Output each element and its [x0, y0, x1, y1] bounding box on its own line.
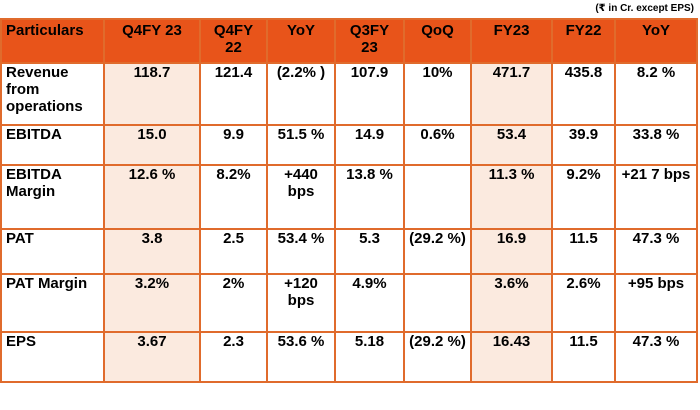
table-row: EPS 3.67 2.3 53.6 % 5.18 (29.2 %) 16.43 11.5 47.… — [0, 331, 698, 383]
table-cell: 5.3 — [334, 228, 405, 275]
table-row: Revenue from operations 118.7 121.4 (2.2% )… — [0, 62, 698, 126]
column-header: YoY — [266, 18, 336, 64]
table-cell: 11.3 % — [470, 164, 553, 230]
column-header: Particulars — [0, 18, 105, 64]
table-cell: 53.4 — [470, 124, 553, 166]
table-cell: (2.2% ) — [266, 62, 336, 126]
table-cell: 13.8 % — [334, 164, 405, 230]
row-label: EPS — [0, 331, 105, 383]
column-header: FY23 — [470, 18, 553, 64]
row-label: PAT Margin — [0, 273, 105, 333]
table-cell: 8.2 % — [614, 62, 698, 126]
table-cell: 11.5 — [551, 331, 616, 383]
column-header: FY22 — [551, 18, 616, 64]
table-cell: 11.5 — [551, 228, 616, 275]
table-cell: 107.9 — [334, 62, 405, 126]
table-cell: 2.6% — [551, 273, 616, 333]
table-cell: +440 bps — [266, 164, 336, 230]
table-cell: 9.9 — [199, 124, 268, 166]
table-cell: 3.8 — [103, 228, 201, 275]
table-cell: 51.5 % — [266, 124, 336, 166]
row-label: Revenue from operations — [0, 62, 105, 126]
table-cell: 14.9 — [334, 124, 405, 166]
column-header: Q4FY 23 — [103, 18, 201, 64]
table-cell: 39.9 — [551, 124, 616, 166]
table-cell: (29.2 %) — [403, 331, 472, 383]
table-cell — [403, 273, 472, 333]
table-cell: 47.3 % — [614, 331, 698, 383]
table-cell: 2.5 — [199, 228, 268, 275]
table-row: PAT 3.8 2.5 53.4 % 5.3 (29.2 %) 16.9 11.5 47.3 % — [0, 228, 698, 275]
column-header: YoY — [614, 18, 698, 64]
table-cell: +95 bps — [614, 273, 698, 333]
table-cell: 9.2% — [551, 164, 616, 230]
table-cell: 8.2% — [199, 164, 268, 230]
table-cell: +21 7 bps — [614, 164, 698, 230]
table-cell: 12.6 % — [103, 164, 201, 230]
table-cell: 0.6% — [403, 124, 472, 166]
column-header: Q3FY 23 — [334, 18, 405, 64]
table-cell: 3.67 — [103, 331, 201, 383]
table-cell: 53.4 % — [266, 228, 336, 275]
table-cell: 10% — [403, 62, 472, 126]
table-cell: 2% — [199, 273, 268, 333]
table-cell: 4.9% — [334, 273, 405, 333]
table-cell: 15.0 — [103, 124, 201, 166]
header-row: Particulars Q4FY 23 Q4FY 22 YoY Q3FY 23 QoQ FY… — [0, 18, 698, 64]
financial-results-table: Particulars Q4FY 23 Q4FY 22 YoY Q3FY 23 QoQ FY… — [0, 18, 698, 383]
table-cell: 5.18 — [334, 331, 405, 383]
table-cell: 435.8 — [551, 62, 616, 126]
row-label: EBITDA Margin — [0, 164, 105, 230]
table-cell: 3.2% — [103, 273, 201, 333]
column-header: Q4FY 22 — [199, 18, 268, 64]
table-cell: +120 bps — [266, 273, 336, 333]
row-label: EBITDA — [0, 124, 105, 166]
table-cell: 53.6 % — [266, 331, 336, 383]
table-cell: 33.8 % — [614, 124, 698, 166]
table-row: EBITDA Margin 12.6 % 8.2% +440 bps 13.8 % 11.… — [0, 164, 698, 230]
table-cell: 121.4 — [199, 62, 268, 126]
table-cell: 47.3 % — [614, 228, 698, 275]
row-label: PAT — [0, 228, 105, 275]
table-cell: 471.7 — [470, 62, 553, 126]
column-header: QoQ — [403, 18, 472, 64]
table-cell: 3.6% — [470, 273, 553, 333]
table-cell: 16.43 — [470, 331, 553, 383]
table-cell: 118.7 — [103, 62, 201, 126]
table-row: PAT Margin 3.2% 2% +120 bps 4.9% 3.6% 2.6% +95 … — [0, 273, 698, 333]
table-row: EBITDA 15.0 9.9 51.5 % 14.9 0.6% 53.4 39.9 33.8 … — [0, 124, 698, 166]
table-cell: (29.2 %) — [403, 228, 472, 275]
table-cell: 2.3 — [199, 331, 268, 383]
table-cell — [403, 164, 472, 230]
units-note: (₹ in Cr. except EPS) — [595, 3, 694, 14]
table-cell: 16.9 — [470, 228, 553, 275]
